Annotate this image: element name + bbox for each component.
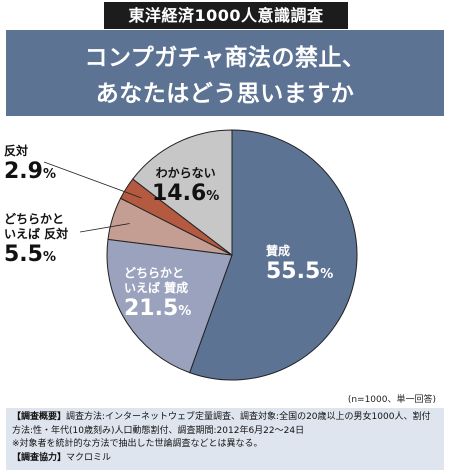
footer-line-1: 【調査概要】調査方法:インターネットウェブ定量調査、調査対象:全国の20歳以上の… xyxy=(12,412,431,422)
label-disagree: 反対 2.9% xyxy=(4,144,56,188)
sample-note: (n=1000、単一回答) xyxy=(347,395,436,405)
label-somewhat-agree-text2: いえば 賛成 xyxy=(124,281,189,295)
label-somewhat-disagree: どちらかと いえば 反対 5.5% xyxy=(4,212,68,271)
survey-tag: 東洋経済1000人意識調査 xyxy=(104,2,348,29)
label-agree-value: 55.5% xyxy=(266,259,334,284)
survey-footer: 【調査概要】調査方法:インターネットウェブ定量調査、調査対象:全国の20歳以上の… xyxy=(6,408,444,470)
label-dont-know-value: 14.6% xyxy=(152,181,220,206)
label-disagree-value: 2.9% xyxy=(4,159,57,184)
leader-line-somewhat-disagree xyxy=(79,223,130,233)
label-dont-know: わからない 14.6% xyxy=(152,166,219,210)
label-somewhat-disagree-value: 5.5% xyxy=(4,242,57,267)
label-somewhat-disagree-text1: どちらかと xyxy=(4,212,65,226)
slice-agree xyxy=(189,129,358,381)
label-somewhat-agree-text1: どちらかと xyxy=(124,266,185,280)
label-dont-know-text: わからない xyxy=(155,166,216,180)
leader-line-disagree xyxy=(43,161,142,199)
title-line-1: コンプガチャ商法の禁止、 xyxy=(84,44,366,71)
slice-somewhat-agree xyxy=(106,238,233,374)
footer-line-2: 方法:性・年代(10歳刻み)人口動態割付、調査期間:2012年6月22〜24日 xyxy=(12,425,305,436)
label-somewhat-agree: どちらかと いえば 賛成 21.5% xyxy=(124,266,191,325)
title-banner: コンプガチャ商法の禁止、 あなたはどう思いますか xyxy=(6,30,444,116)
label-somewhat-agree-value: 21.5% xyxy=(124,296,192,321)
footer-line-4: 【調査協力】マクロミル xyxy=(12,452,112,463)
slice-dont-know xyxy=(132,129,233,257)
title-line-2: あなたはどう思いますか xyxy=(95,80,355,107)
label-disagree-text: 反対 xyxy=(4,144,29,158)
footer-line-3: ※対象者を統計的な方法で抽出した世論調査などとは異なる。 xyxy=(12,439,263,449)
label-agree-text: 賛成 xyxy=(266,244,291,258)
label-somewhat-disagree-text2: いえば 反対 xyxy=(4,227,69,241)
label-agree: 賛成 55.5% xyxy=(266,244,333,288)
